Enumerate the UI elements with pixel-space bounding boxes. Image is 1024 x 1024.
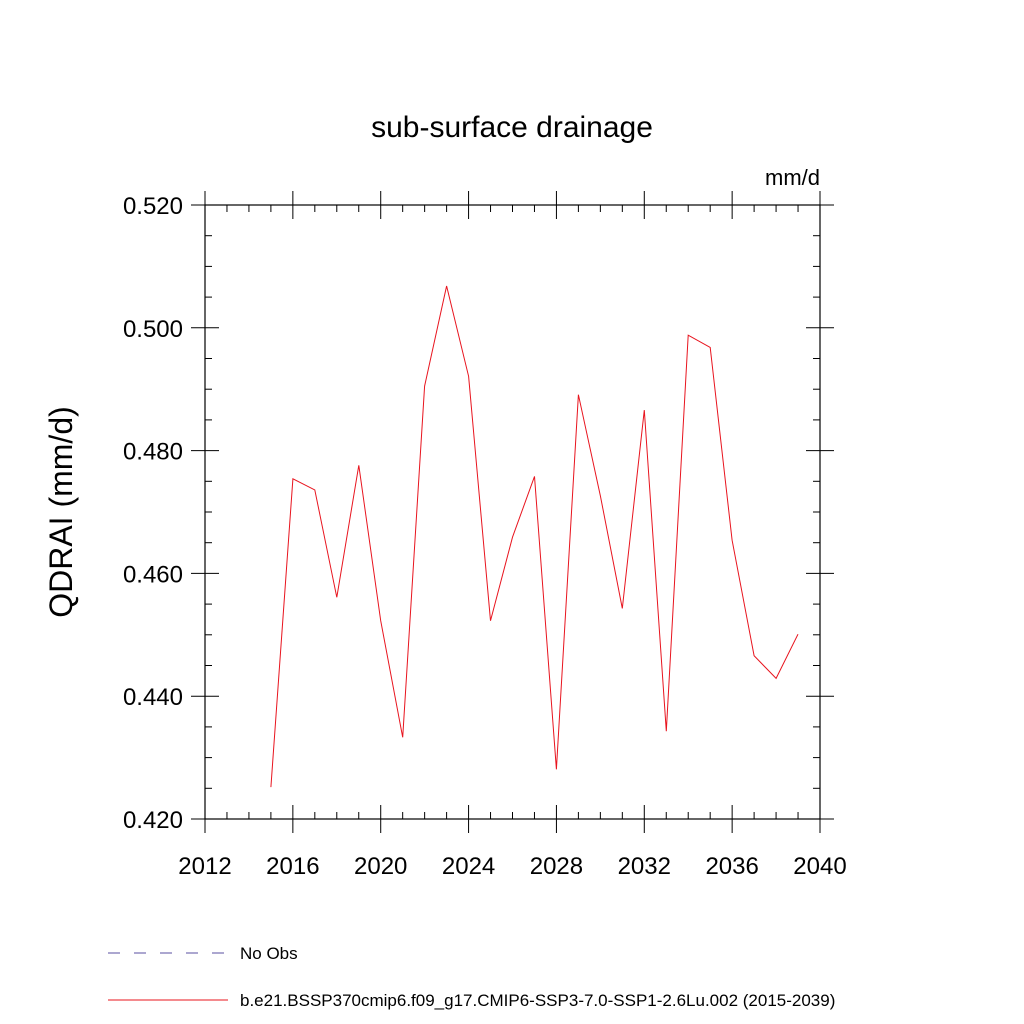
series-line bbox=[270, 285, 799, 788]
y-tick-label: 0.500 bbox=[123, 316, 183, 343]
x-tick-label: 2028 bbox=[530, 853, 583, 880]
x-tick-label: 2036 bbox=[705, 853, 758, 880]
axis-ticks bbox=[191, 191, 834, 833]
y-tick-label: 0.420 bbox=[123, 807, 183, 834]
series-layer bbox=[270, 285, 799, 788]
y-axis-label: QDRAI (mm/d) bbox=[43, 406, 79, 618]
x-tick-label: 2032 bbox=[618, 853, 671, 880]
x-tick-label: 2040 bbox=[793, 853, 846, 880]
legend-label-no-obs: No Obs bbox=[240, 944, 298, 963]
units-label: mm/d bbox=[765, 165, 820, 190]
chart-title: sub-surface drainage bbox=[371, 111, 653, 144]
y-tick-label: 0.520 bbox=[123, 193, 183, 220]
legend: No Obs b.e21.BSSP370cmip6.f09_g17.CMIP6-… bbox=[108, 944, 835, 1010]
legend-label-model: b.e21.BSSP370cmip6.f09_g17.CMIP6-SSP3-7.… bbox=[240, 991, 835, 1010]
x-tick-label: 2024 bbox=[442, 853, 495, 880]
x-tick-label: 2012 bbox=[178, 853, 231, 880]
y-tick-label: 0.440 bbox=[123, 684, 183, 711]
plot-frame bbox=[204, 204, 821, 820]
y-tick-labels: 0.420 0.440 0.460 0.480 0.500 0.520 bbox=[123, 193, 183, 834]
y-tick-label: 0.460 bbox=[123, 561, 183, 588]
y-tick-label: 0.480 bbox=[123, 439, 183, 466]
x-tick-label: 2016 bbox=[266, 853, 319, 880]
x-tick-labels: 2012 2016 2020 2024 2028 2032 2036 2040 bbox=[178, 853, 846, 880]
x-tick-label: 2020 bbox=[354, 853, 407, 880]
